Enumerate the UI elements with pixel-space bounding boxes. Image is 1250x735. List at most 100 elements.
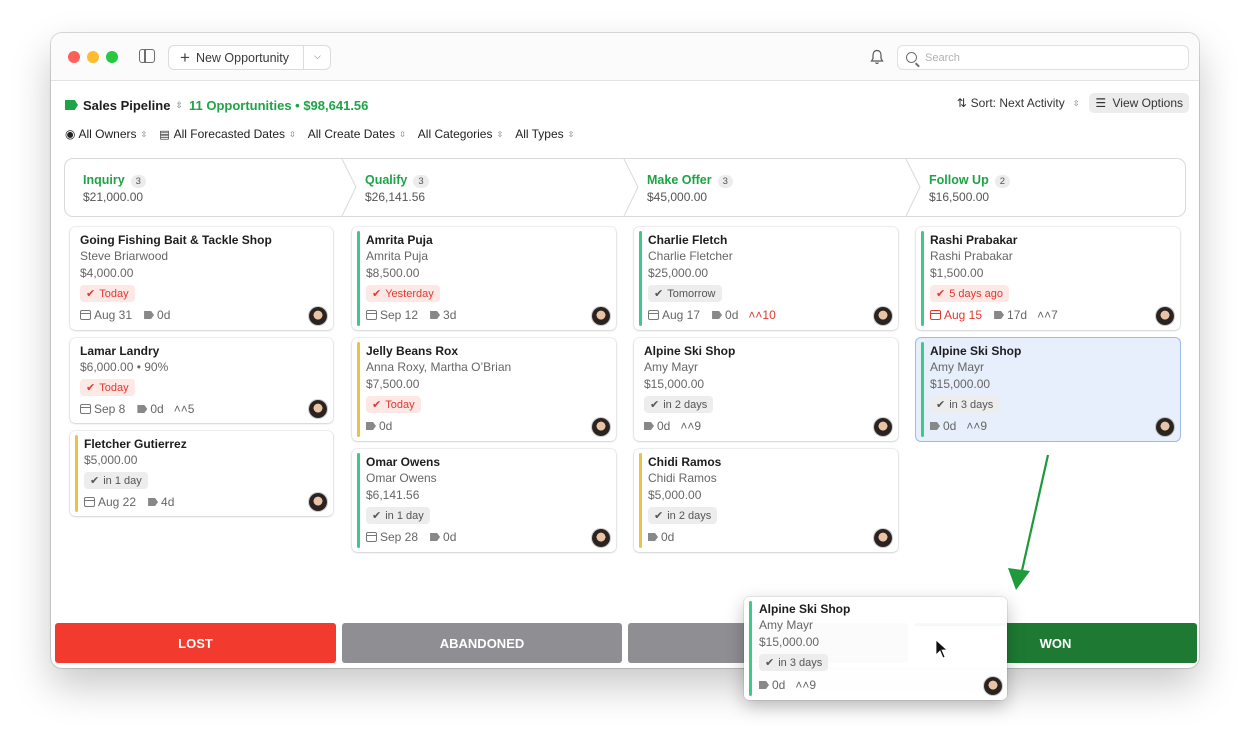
activity-badge[interactable]: ✔ Tomorrow	[648, 285, 722, 302]
activity-badge[interactable]: ✔ 5 days ago	[930, 285, 1010, 302]
avatar	[984, 677, 1002, 695]
drop-zone-abandoned[interactable]: ABANDONED	[342, 623, 622, 663]
card-title: Alpine Ski Shop	[930, 344, 1022, 358]
activity-badge[interactable]: ✔ Today	[80, 285, 135, 302]
new-opportunity-label: New Opportunity	[195, 50, 290, 65]
pipeline-title[interactable]: Sales Pipeline	[83, 97, 171, 113]
card-footer: 0d ˄˄ 9	[930, 419, 987, 433]
activity-badge[interactable]: ✔ Today	[80, 379, 135, 396]
stage-qualify[interactable]: Qualify 3 $26,141.56	[365, 159, 615, 216]
stage-follow-up[interactable]: Follow Up 2 $16,500.00	[929, 159, 1179, 216]
tag-icon	[65, 100, 78, 110]
avatar[interactable]	[592, 307, 610, 325]
activity-badge[interactable]: ✔ Yesterday	[366, 285, 440, 302]
card-age: 0d	[150, 402, 164, 416]
pipeline-selector-icon[interactable]: ⇳	[175, 99, 183, 110]
activity-badge[interactable]: ✔ in 1 day	[84, 472, 148, 489]
activity-badge[interactable]: ✔ in 3 days	[930, 396, 1000, 413]
card-contact: Amrita Puja	[366, 249, 429, 263]
card-footer: Aug 31 0d	[80, 308, 170, 322]
filter-forecasted-dates[interactable]: ▤ All Forecasted Dates ⇳	[159, 127, 296, 141]
opportunity-card[interactable]: Lamar Landry $6,000.00 • 90% ✔ Today Sep …	[70, 338, 333, 423]
checkmark-icon: ✔	[654, 288, 664, 300]
card-title: Charlie Fletch	[648, 233, 728, 247]
opportunity-card[interactable]: Omar Owens Omar Owens $6,141.56 ✔ in 1 da…	[352, 449, 616, 552]
card-accent-bar	[921, 342, 924, 437]
drop-zones: LOST ABANDONED SU WON	[55, 623, 1197, 665]
app-window: + New Opportunity ⌵ Search Sales Pipelin…	[51, 33, 1199, 668]
avatar[interactable]	[874, 418, 892, 436]
zoom-window-button[interactable]	[106, 51, 118, 63]
card-age: 0d	[772, 678, 786, 692]
opportunity-card-selected[interactable]: Alpine Ski Shop Amy Mayr $15,000.00 ✔ in …	[916, 338, 1180, 441]
card-accent-bar	[749, 601, 752, 696]
updown-icon: ⇳	[289, 129, 296, 139]
card-age: 4d	[161, 495, 175, 509]
avatar[interactable]	[592, 418, 610, 436]
card-amount: $15,000.00	[644, 377, 705, 391]
activity-label: in 3 days	[949, 398, 994, 411]
view-options-label: View Options	[1112, 96, 1183, 110]
bell-icon[interactable]	[870, 49, 884, 65]
filter-bar: ◉ All Owners ⇳ ▤ All Forecasted Dates ⇳ Al…	[65, 127, 586, 141]
avatar[interactable]	[309, 307, 327, 325]
tag-icon	[759, 681, 769, 689]
minimize-window-button[interactable]	[87, 51, 99, 63]
person-circle-icon: ◉	[65, 127, 76, 141]
stage-name: Make Offer 3	[647, 173, 733, 188]
activity-label: Tomorrow	[667, 287, 716, 300]
checkmark-icon: ✔	[372, 399, 382, 411]
card-title: Omar Owens	[366, 455, 441, 469]
activity-label: in 1 day	[103, 474, 142, 487]
avatar[interactable]	[1156, 307, 1174, 325]
activity-badge[interactable]: ✔ in 2 days	[644, 396, 714, 413]
card-amount: $4,000.00	[80, 266, 134, 280]
avatar[interactable]	[874, 307, 892, 325]
opportunity-card[interactable]: Rashi Prabakar Rashi Prabakar $1,500.00 …	[916, 227, 1180, 330]
avatar[interactable]	[309, 493, 327, 511]
opportunity-card[interactable]: Charlie Fletch Charlie Fletcher $25,000.…	[634, 227, 898, 330]
opportunity-card[interactable]: Chidi Ramos Chidi Ramos $5,000.00 ✔ in 2 …	[634, 449, 898, 552]
sort-button[interactable]: Sort: Next Activity	[970, 96, 1065, 110]
card-priority: 9	[809, 678, 817, 692]
card-amount: $25,000.00	[648, 266, 709, 280]
filter-categories[interactable]: All Categories ⇳	[418, 127, 503, 141]
filter-create-dates[interactable]: All Create Dates ⇳	[308, 127, 406, 141]
filter-owners[interactable]: ◉ All Owners ⇳	[65, 127, 147, 141]
opportunity-card[interactable]: Alpine Ski Shop Amy Mayr $15,000.00 ✔ in …	[634, 338, 898, 441]
activity-label: Today	[99, 381, 129, 394]
activity-badge[interactable]: ✔ in 2 days	[648, 507, 718, 524]
avatar[interactable]	[309, 400, 327, 418]
priority-chevron-icon: ˄˄	[173, 402, 188, 416]
filter-types[interactable]: All Types ⇳	[515, 127, 574, 141]
card-contact: Amy Mayr	[759, 618, 813, 632]
card-age: 0d	[443, 530, 457, 544]
opportunity-card[interactable]: Jelly Beans Rox Anna Roxy, Martha O’Bria…	[352, 338, 616, 441]
opportunity-card[interactable]: Amrita Puja Amrita Puja $8,500.00 ✔ Yeste…	[352, 227, 616, 330]
card-date: Aug 17	[662, 308, 701, 322]
view-options-button[interactable]: ☰ View Options	[1089, 93, 1189, 113]
dragged-opportunity-card[interactable]: Alpine Ski Shop Amy Mayr $15,000.00 ✔ in …	[744, 597, 1007, 700]
activity-badge[interactable]: ✔ Today	[366, 396, 421, 413]
stage-inquiry[interactable]: Inquiry 3 $21,000.00	[83, 159, 333, 216]
sidebar-toggle-icon[interactable]	[139, 49, 155, 63]
sort-controls: ⇅ Sort: Next Activity ⇳ ☰ View Options	[957, 93, 1189, 113]
avatar[interactable]	[592, 529, 610, 547]
activity-badge[interactable]: ✔ in 1 day	[366, 507, 430, 524]
avatar[interactable]	[1156, 418, 1174, 436]
drop-zone-lost[interactable]: LOST	[55, 623, 336, 663]
updown-icon: ⇳	[140, 129, 148, 139]
card-title: Alpine Ski Shop	[759, 602, 851, 616]
chevron-down-icon[interactable]: ⌵	[314, 51, 321, 61]
close-window-button[interactable]	[68, 51, 80, 63]
card-amount: $5,000.00	[84, 453, 138, 467]
avatar[interactable]	[874, 529, 892, 547]
new-opportunity-button[interactable]: + New Opportunity ⌵	[168, 45, 331, 70]
stage-make-offer[interactable]: Make Offer 3 $45,000.00	[647, 159, 897, 216]
opportunity-card[interactable]: Going Fishing Bait & Tackle Shop Steve B…	[70, 227, 333, 330]
card-amount: $1,500.00	[930, 266, 984, 280]
stage-count: 3	[717, 175, 733, 188]
search-field[interactable]: Search	[897, 45, 1189, 70]
opportunity-card[interactable]: Fletcher Gutierrez $5,000.00 ✔ in 1 day A…	[70, 431, 333, 516]
plus-icon: +	[180, 48, 190, 67]
